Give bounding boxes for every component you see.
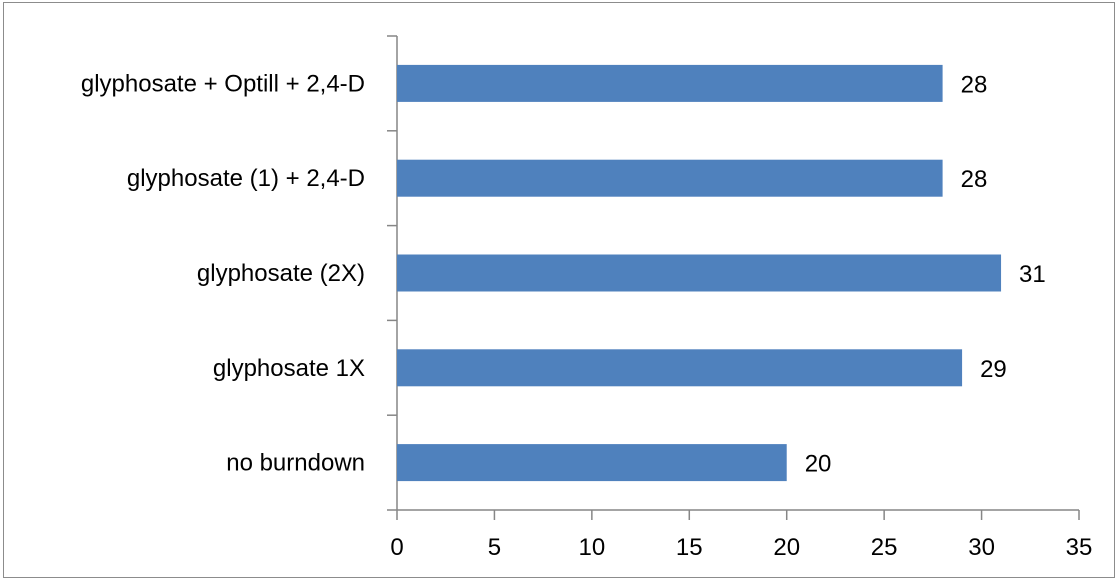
bars (397, 64, 1002, 482)
bar (397, 64, 943, 102)
bar (397, 254, 1002, 292)
bar (397, 444, 787, 482)
data-label: 20 (805, 451, 832, 478)
x-tick-label: 10 (579, 534, 606, 561)
x-tick-label: 0 (390, 534, 403, 561)
bar (397, 349, 963, 387)
category-label: no burndown (226, 450, 365, 477)
data-label: 28 (961, 71, 988, 98)
category-label: glyphosate + Optill + 2,4-D (81, 70, 365, 97)
data-label: 31 (1019, 261, 1046, 288)
category-label: glyphosate (2X) (197, 260, 365, 287)
x-tick-label: 35 (1066, 534, 1093, 561)
data-label: 29 (980, 356, 1007, 383)
labels: 0 5 10 15 20 25 30 35 glyphosate + Optill + 2,4-… (81, 70, 1093, 561)
category-label: glyphosate 1X (213, 355, 365, 382)
x-tick-label: 5 (488, 534, 501, 561)
x-tick-label: 20 (773, 534, 800, 561)
x-tick-label: 30 (968, 534, 995, 561)
data-label: 28 (961, 166, 988, 193)
category-label: glyphosate (1) + 2,4-D (127, 165, 365, 192)
x-tick-label: 15 (676, 534, 703, 561)
bar (397, 159, 943, 197)
x-tick-label: 25 (871, 534, 898, 561)
